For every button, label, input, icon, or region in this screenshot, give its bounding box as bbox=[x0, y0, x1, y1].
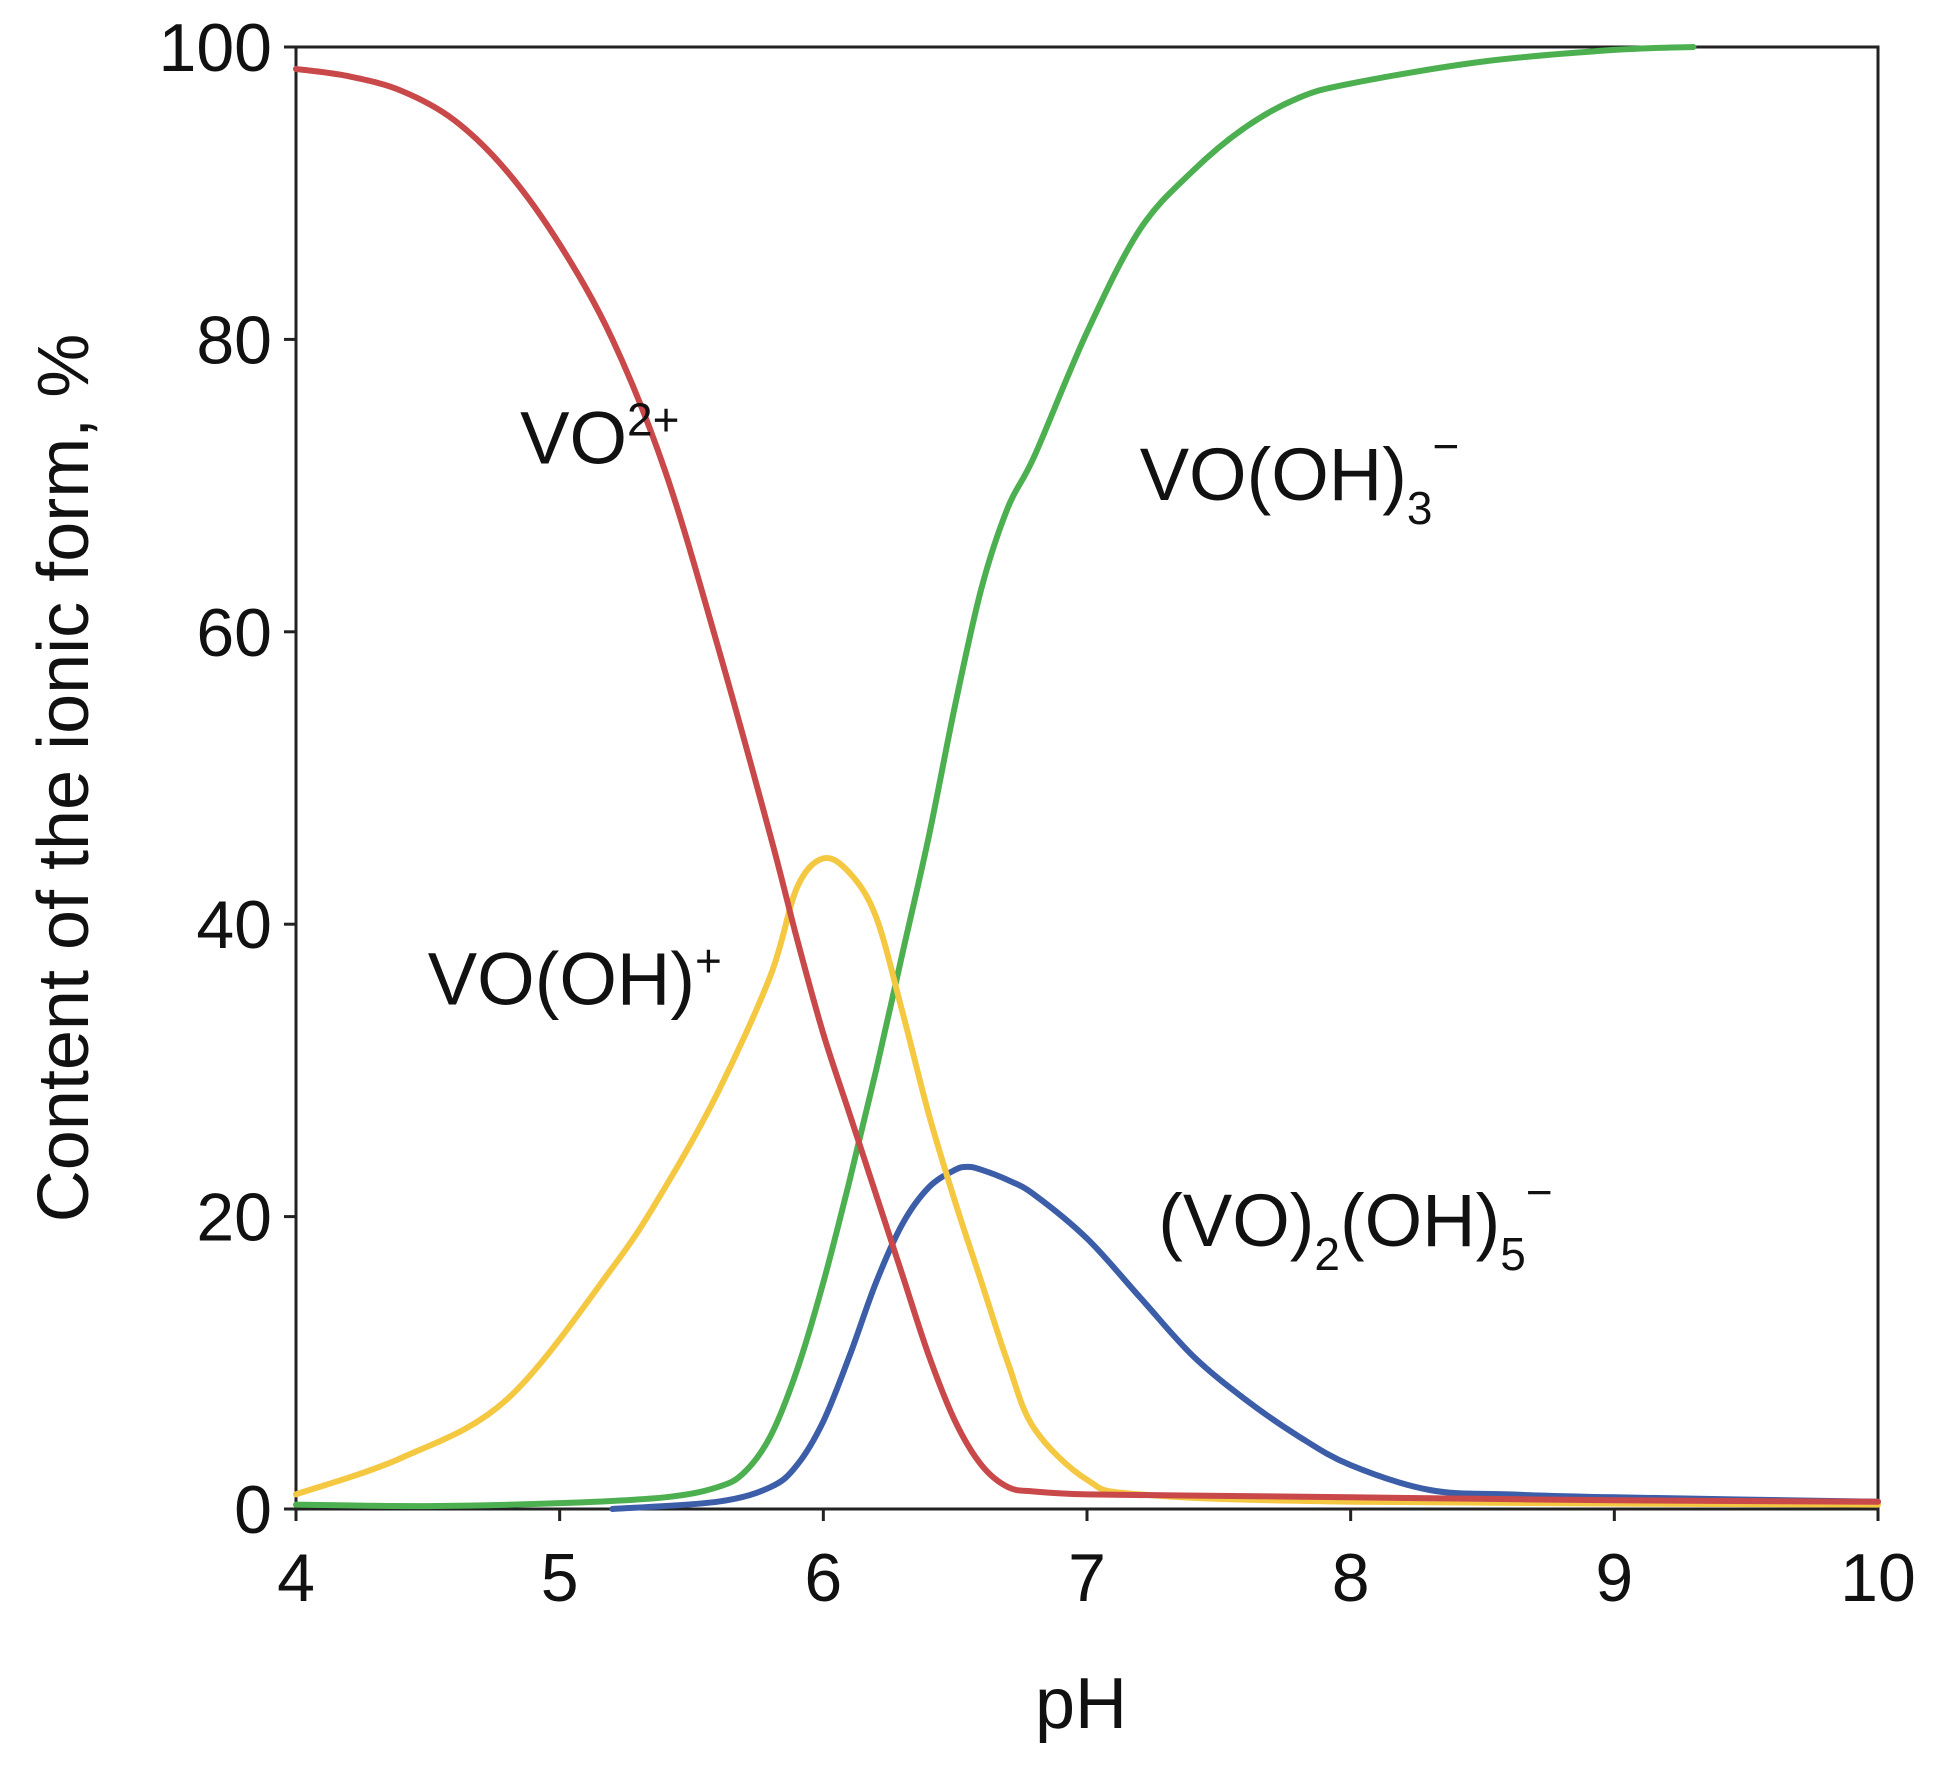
x-tick-label: 4 bbox=[277, 1540, 315, 1616]
series-vooh3-minus-line bbox=[293, 44, 1697, 1510]
x-tick-label: 8 bbox=[1332, 1540, 1370, 1616]
y-axis-title: Content of the ionic form, % bbox=[24, 334, 104, 1222]
label-vo2oh5-base1: (VO) bbox=[1158, 1179, 1314, 1262]
x-tick-label: 10 bbox=[1840, 1540, 1916, 1616]
label-vooh3-minus: VO(OH)3 − bbox=[1140, 420, 1460, 534]
x-axis-title: pH bbox=[1035, 1664, 1127, 1744]
label-vo2oh5-sub1: 2 bbox=[1314, 1228, 1340, 1280]
label-vo2oh5-sup: − bbox=[1526, 1166, 1553, 1218]
x-tick-label: 9 bbox=[1595, 1540, 1633, 1616]
series-vo2plus-line bbox=[293, 65, 1881, 1505]
label-vooh-sup: + bbox=[695, 935, 722, 987]
x-tick-label: 6 bbox=[804, 1540, 842, 1616]
label-vo2oh5-minus: (VO)2(OH)5− bbox=[1158, 1166, 1553, 1280]
y-axis-ticks: 0 20 40 60 80 100 bbox=[159, 10, 296, 1548]
y-tick-label: 100 bbox=[159, 10, 272, 86]
label-vooh3-sup: − bbox=[1432, 420, 1459, 472]
series-vo2oh5-minus-line bbox=[609, 1163, 1881, 1512]
x-axis-ticks: 4 5 6 7 8 9 10 bbox=[277, 1509, 1916, 1616]
y-tick-label: 60 bbox=[196, 595, 272, 671]
plot-frame bbox=[294, 45, 1880, 1511]
y-tick-label: 40 bbox=[196, 887, 272, 963]
label-vo2oh5-base2: (OH) bbox=[1340, 1179, 1500, 1262]
label-vo2oh5-sub2: 5 bbox=[1500, 1228, 1526, 1280]
y-tick-label: 0 bbox=[234, 1472, 272, 1548]
label-vooh3-base: VO(OH) bbox=[1140, 433, 1407, 516]
label-vo2plus-base: VO bbox=[520, 397, 627, 480]
y-tick-label: 20 bbox=[196, 1180, 272, 1256]
x-tick-label: 7 bbox=[1068, 1540, 1106, 1616]
label-vo2plus-sup: 2+ bbox=[627, 394, 679, 446]
label-vooh3-sub: 3 bbox=[1407, 482, 1433, 534]
label-vooh-base: VO(OH) bbox=[428, 938, 695, 1021]
label-vo2plus: VO2+ bbox=[520, 394, 679, 480]
x-tick-label: 5 bbox=[541, 1540, 579, 1616]
y-tick-label: 80 bbox=[196, 302, 272, 378]
label-vooh-plus: VO(OH)+ bbox=[428, 935, 722, 1021]
series-layer bbox=[293, 44, 1881, 1512]
